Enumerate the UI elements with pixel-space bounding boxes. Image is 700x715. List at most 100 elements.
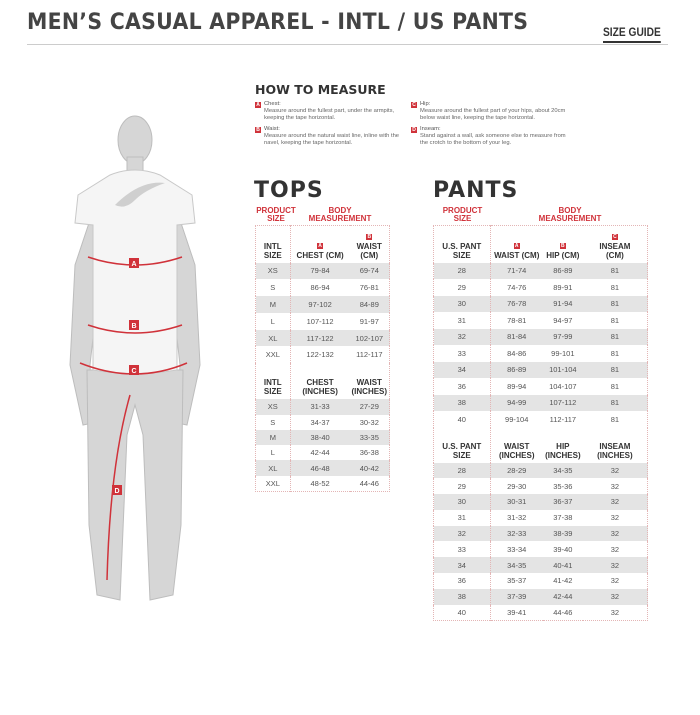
pants-header-row: U.S. PANT SIZE WAIST (INCHES) HIP (INCHES)… (433, 427, 648, 463)
tops-heading: TOPS (254, 178, 324, 203)
table-cell: 91-94 (542, 295, 583, 312)
column-header-label: HIP (INCHES) (545, 441, 581, 460)
table-cell: 33-35 (349, 429, 390, 446)
table-cell: 81 (582, 295, 648, 312)
table-cell: 40 (433, 604, 491, 621)
badge-icon: B (255, 126, 261, 133)
table-cell: 46-48 (290, 460, 350, 476)
table-cell: 39-41 (507, 607, 527, 617)
table-cell: 32 (610, 607, 620, 617)
column-header-label: WAIST (CM) (494, 250, 540, 260)
pants-product-size: PRODUCT SIZE (442, 206, 483, 223)
table-cell: 122-132 (306, 350, 334, 360)
table-cell: 34 (433, 557, 491, 574)
table-cell: 112-117 (549, 414, 577, 424)
pants-table-row: 38 94-99 107-112 81 (433, 394, 648, 411)
table-cell: 28 (433, 262, 491, 279)
table-cell: 74-76 (507, 282, 527, 292)
model-figure: A B C D (69, 115, 201, 601)
table-cell: 102-107 (349, 329, 390, 347)
table-cell: 31-32 (507, 513, 527, 523)
badge-icon: B (366, 233, 373, 240)
pants-col-header: HIP (INCHES) (543, 428, 583, 463)
table-cell: 33 (433, 345, 491, 362)
tops-table-row: XS 79-84 69-74 (255, 262, 390, 280)
pants-table-row: 40 39-41 44-46 32 (433, 604, 648, 621)
pants-size-table: U.S. PANT SIZE A WAIST (CM) B HIP (CM) C INSEA… (433, 225, 648, 621)
table-cell: 89-94 (507, 381, 527, 391)
table-cell: XS (255, 262, 291, 280)
table-cell: 31 (433, 509, 491, 526)
pants-table-row: 29 29-30 35-36 32 (433, 478, 648, 495)
column-header-label: INSEAM (CM) (599, 241, 631, 260)
table-cell: 48-52 (310, 478, 330, 488)
badge-icon: A (255, 101, 261, 108)
pants-table-row: 28 71-74 86-89 81 (433, 262, 648, 279)
column-header-label: WAIST (INCHES) (351, 378, 388, 397)
table-cell: 81 (610, 315, 620, 325)
pants-table-row: 32 81-84 97-99 81 (433, 328, 648, 345)
table-cell: 32 (610, 576, 620, 586)
table-cell: 89-91 (553, 282, 573, 292)
table-cell: 81 (610, 348, 620, 358)
table-cell: 69-74 (349, 262, 390, 280)
table-cell: 107-112 (542, 394, 583, 411)
table-cell: S (255, 279, 291, 297)
tops-table-row: M 97-102 84-89 (255, 296, 390, 313)
table-cell: 101-104 (542, 361, 583, 378)
marker-c (129, 365, 139, 375)
table-cell: 36-38 (359, 448, 379, 458)
measure-label: Waist: (264, 126, 280, 132)
table-cell: 35-37 (507, 576, 527, 586)
table-cell: 94-99 (490, 394, 543, 411)
pants-table-row: 31 31-32 37-38 32 (433, 509, 648, 526)
table-cell: 38-39 (542, 525, 583, 542)
pants-table-row: 36 35-37 41-42 32 (433, 573, 648, 589)
pants-col-header: C INSEAM (CM) (583, 226, 648, 263)
table-cell: 32 (433, 328, 491, 345)
column-header-label: WAIST (INCHES) (498, 441, 535, 460)
table-cell: 81 (610, 381, 620, 391)
pants-header-row: U.S. PANT SIZE A WAIST (CM) B HIP (CM) C INSEA… (433, 225, 648, 263)
table-cell: 42-44 (310, 448, 330, 458)
table-cell: 27-29 (349, 399, 390, 415)
table-cell: 29-30 (507, 481, 527, 491)
tops-table-row: XL 46-48 40-42 (255, 460, 390, 476)
table-cell: 71-74 (490, 262, 543, 279)
table-cell: 37-39 (490, 588, 543, 605)
column-header-label: INTL SIZE (263, 378, 282, 397)
table-cell: 41-42 (553, 576, 573, 586)
table-cell: XXL (255, 346, 291, 364)
tops-table-row: XS 31-33 27-29 (255, 399, 390, 415)
pants-col-header: U.S. PANT SIZE (433, 427, 491, 463)
pants-col-header: A WAIST (CM) (490, 226, 543, 263)
pants-col-header: B HIP (CM) (543, 226, 583, 263)
measure-desc: Stand against a wall, ask someone else t… (420, 133, 566, 146)
size-guide-tab[interactable]: SIZE GUIDE (603, 25, 661, 43)
badge-icon: A (317, 242, 324, 249)
tops-header-row: INTL SIZE CHEST (INCHES) WAIST (INCHES) (255, 363, 390, 400)
table-cell: 84-89 (349, 296, 390, 313)
measure-label: Hip: (420, 101, 431, 107)
table-cell: 32 (610, 544, 620, 554)
table-cell: 81 (582, 328, 648, 345)
table-cell: 42-44 (542, 588, 583, 605)
table-cell: M (255, 296, 291, 313)
table-cell: 28 (433, 462, 491, 479)
table-cell: 86-89 (490, 361, 543, 378)
pants-table-row: 33 33-34 39-40 32 (433, 541, 648, 558)
table-cell: 34-35 (490, 557, 543, 574)
table-cell: 30 (433, 295, 491, 312)
measure-desc: Measure around the fullest part of your … (420, 108, 566, 121)
tops-table-row: M 38-40 33-35 (255, 429, 390, 446)
table-cell: 84-86 (507, 348, 527, 358)
tops-col-header: WAIST (INCHES) (350, 363, 390, 399)
column-header-label: WAIST (CM) (356, 241, 382, 260)
table-cell: 104-107 (549, 381, 577, 391)
table-cell: 81 (582, 394, 648, 411)
table-cell: 91-97 (359, 316, 379, 326)
table-cell: 78-81 (507, 315, 527, 325)
marker-b (129, 320, 139, 330)
table-cell: 38-40 (290, 429, 350, 446)
table-cell: 29 (433, 279, 491, 296)
